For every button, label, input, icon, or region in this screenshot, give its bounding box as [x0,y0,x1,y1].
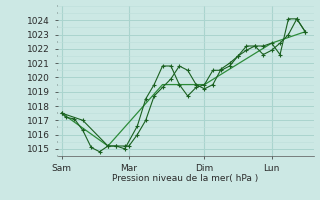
X-axis label: Pression niveau de la mer( hPa ): Pression niveau de la mer( hPa ) [112,174,259,183]
